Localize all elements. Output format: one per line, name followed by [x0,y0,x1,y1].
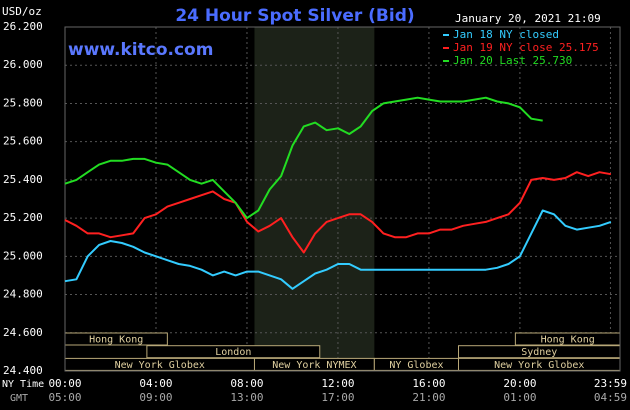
y-tick-label: 25.000 [3,249,43,262]
x-tick-label: 16:00 [412,377,445,390]
y-tick-label: 25.200 [3,211,43,224]
legend-label: Jan 20 Last 25.730 [453,54,572,67]
session-label: Hong Kong [541,335,595,346]
y-tick-label: 26.200 [3,20,43,33]
session-label: Hong Kong [89,335,143,346]
y-unit: USD/oz [2,5,42,18]
plot-frame [64,26,621,372]
x-tick-label: 08:00 [230,377,263,390]
x-tick-label: 00:00 [48,377,81,390]
y-tick-label: 24.600 [3,326,43,339]
y-tick-label: 25.600 [3,135,43,148]
chart-title: 24 Hour Spot Silver (Bid) [175,6,414,26]
legend-label: Jan 19 NY close 25.175 [453,41,599,54]
session-label: NY Globex [389,360,443,371]
session-label: New York Globex [494,360,584,371]
x-row-label: NY Time [2,379,44,390]
y-tick-label: 26.000 [3,58,43,71]
session-box [146,345,321,359]
legend-label: Jan 18 NY closed [453,28,559,41]
timestamp: January 20, 2021 21:09 [455,12,601,25]
x2-tick-label: 05:00 [48,391,81,404]
x2-row-label: GMT [10,393,28,404]
session-label: Sydney [521,347,557,358]
x2-tick-label: 17:00 [321,391,354,404]
series-line [64,96,543,220]
series-line [64,209,612,290]
y-tick-label: 24.800 [3,288,43,301]
x-tick-label: 20:00 [503,377,536,390]
x2-tick-label: 04:59 [594,391,627,404]
x2-tick-label: 09:00 [139,391,172,404]
y-tick-label: 25.800 [3,96,43,109]
highlight [254,27,375,371]
y-tick-label: 24.400 [3,364,43,377]
session-label: New York NYMEX [272,360,356,371]
x2-tick-label: 21:00 [412,391,445,404]
x-tick-label: 04:00 [139,377,172,390]
x-tick-label: 12:00 [321,377,354,390]
watermark: www.kitco.com [68,40,213,60]
x2-tick-label: 13:00 [230,391,263,404]
session-label: New York Globex [115,360,205,371]
series-line [64,171,612,254]
session-label: London [215,347,251,358]
x-tick-label: 23:59 [594,377,627,390]
y-tick-label: 25.400 [3,173,43,186]
x2-tick-label: 01:00 [503,391,536,404]
